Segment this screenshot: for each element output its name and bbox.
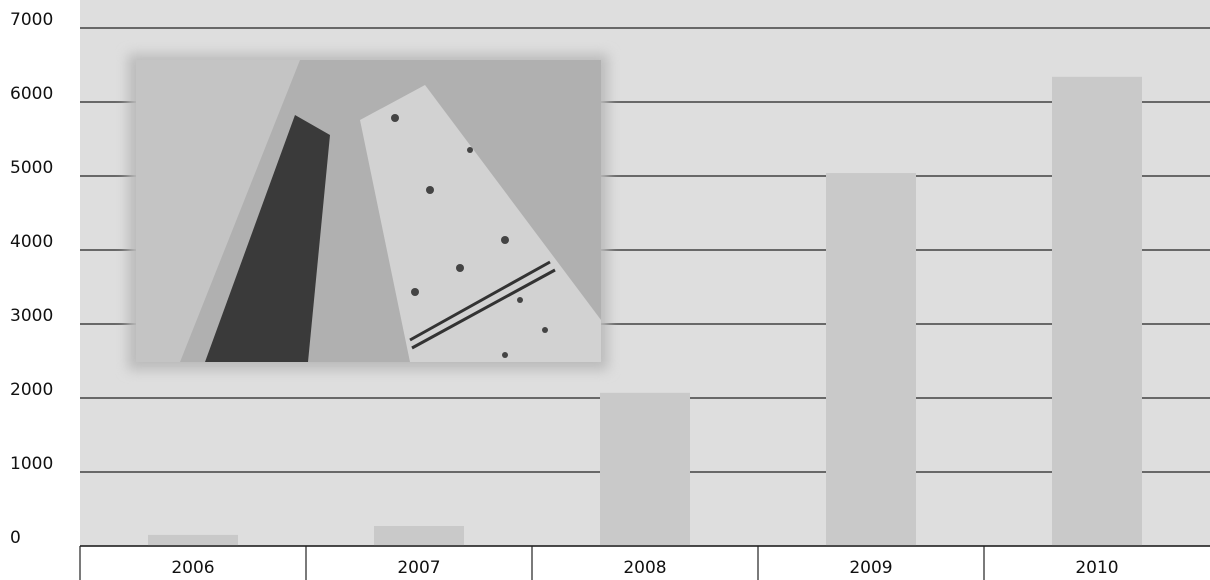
y-tick-label: 3000: [10, 306, 53, 326]
bar: [374, 526, 464, 546]
x-tick-label: 2006: [171, 558, 214, 578]
y-tick-label: 4000: [10, 232, 53, 252]
photo-wall: [136, 60, 300, 362]
y-tick-label: 0: [10, 528, 21, 548]
photo-band: [409, 260, 551, 342]
photo-band: [411, 268, 556, 350]
y-tick-label: 6000: [10, 84, 53, 104]
photo-inset: [128, 54, 608, 370]
bar: [1052, 76, 1142, 546]
y-tick-label: 5000: [10, 158, 53, 178]
y-tick-label: 1000: [10, 454, 53, 474]
photo-tower-light: [360, 85, 601, 362]
y-tick-label: 2000: [10, 380, 53, 400]
x-tick-label: 2007: [397, 558, 440, 578]
photo-tower-dark: [205, 115, 330, 362]
bar: [148, 534, 238, 546]
photo-dots: [391, 114, 548, 358]
x-tick-label: 2008: [623, 558, 666, 578]
x-tick-label: 2009: [849, 558, 892, 578]
x-tick-label: 2010: [1075, 558, 1118, 578]
bars: [148, 76, 1142, 547]
bar: [826, 173, 916, 547]
bar: [600, 392, 690, 546]
y-tick-label: 7000: [10, 10, 53, 30]
